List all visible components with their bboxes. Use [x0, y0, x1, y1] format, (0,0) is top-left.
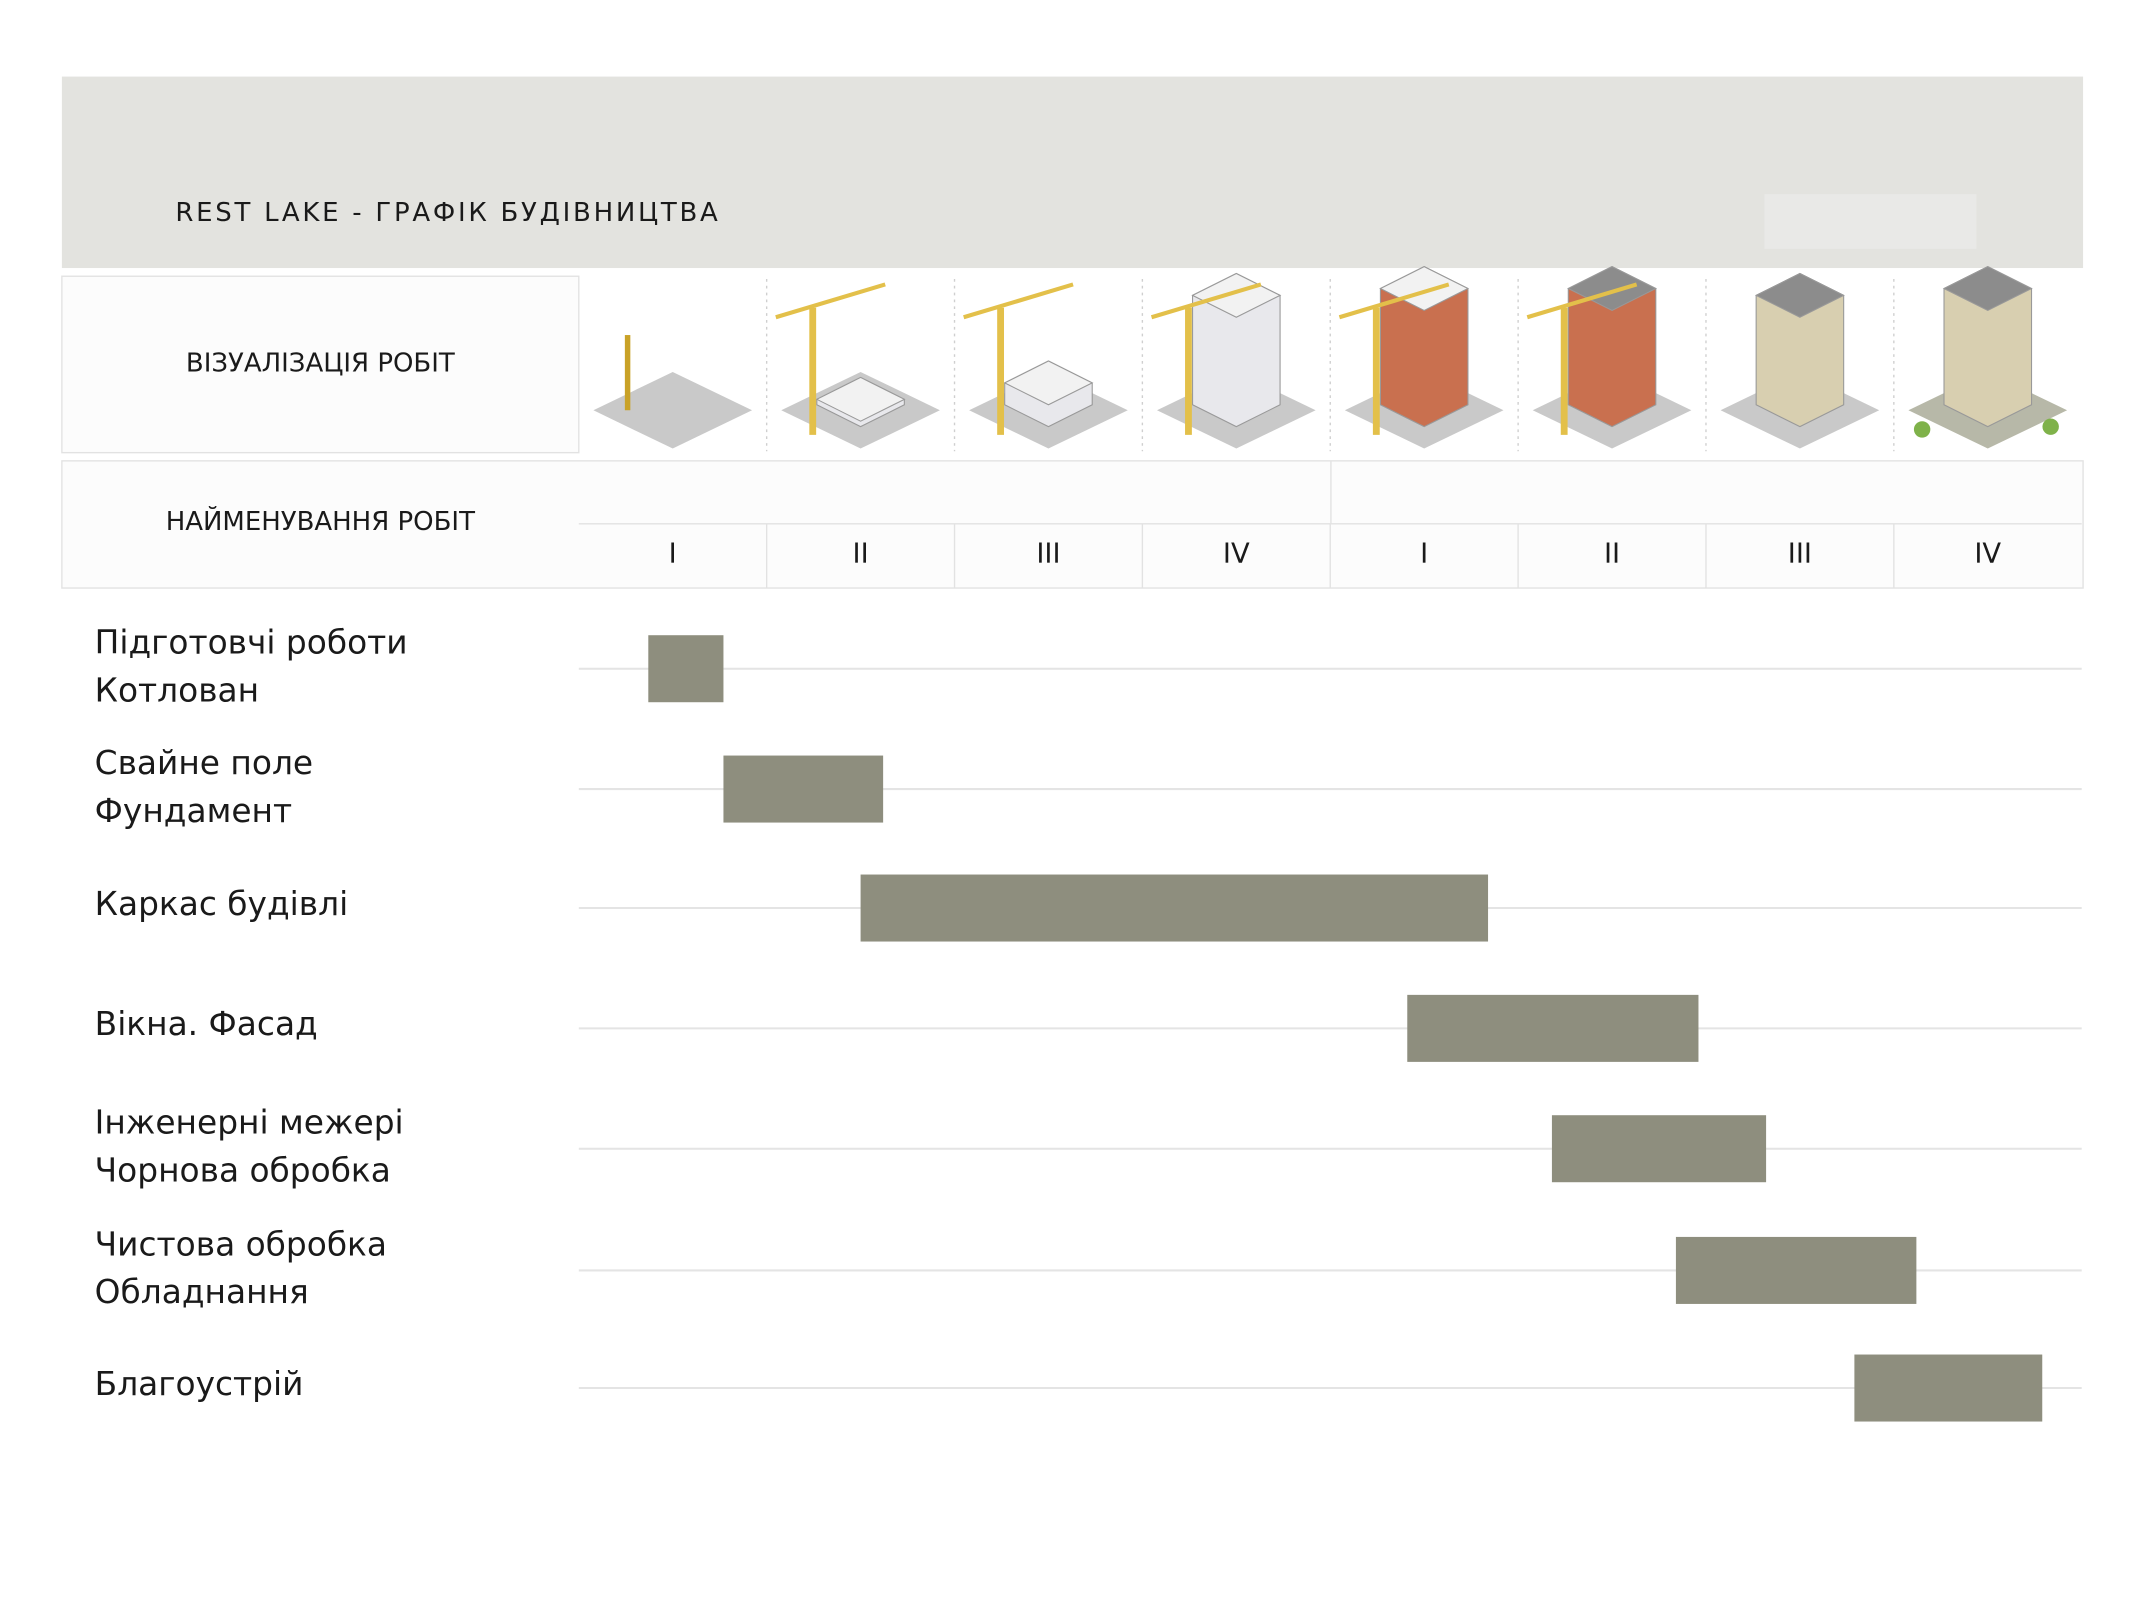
illustrations [593, 266, 2068, 452]
roof [1003, 360, 1094, 406]
ground [593, 371, 753, 449]
roof [1567, 266, 1658, 312]
crane-jib [1338, 282, 1450, 320]
drill-rig [624, 335, 631, 411]
task-label: Чистова обробка [95, 1225, 387, 1263]
task-label: Вікна. Фасад [95, 1005, 318, 1043]
task-label: Свайне поле [95, 744, 313, 782]
visual-header: ВІЗУАЛІЗАЦІЯ РОБІТ [186, 348, 455, 378]
quarter-label: III [1788, 539, 1812, 570]
header-badge [1764, 194, 1977, 249]
crane-jib [1150, 282, 1262, 320]
task-label: Чорнова обробка [95, 1151, 391, 1189]
tree [1913, 421, 1931, 438]
task-bar [1407, 994, 1699, 1062]
chart-title: REST LAKE - ГРАФІК БУДІВНИЦТВА [175, 198, 720, 228]
visual-header-cell [61, 275, 580, 454]
task-bar [648, 635, 724, 703]
crane-jib [775, 282, 886, 320]
quarter-label: I [669, 539, 677, 570]
crane-jib [1526, 282, 1638, 320]
task-bar [860, 874, 1489, 942]
tree [2042, 418, 2059, 435]
quarter-label: IV [1974, 539, 2001, 570]
task-label: Обладнання [95, 1273, 309, 1311]
roof [815, 376, 906, 422]
crane-jib [963, 282, 1074, 320]
quarter-label: I [1420, 539, 1428, 570]
header-band [61, 76, 2084, 269]
task-label: Котлован [95, 671, 259, 709]
task-label: Підготовчі роботи [95, 624, 408, 662]
task-bar [1675, 1236, 1917, 1304]
name-header: НАЙМЕНУВАННЯ РОБІТ [166, 505, 475, 537]
task-label: Фундамент [95, 792, 292, 830]
roof [1942, 266, 2033, 312]
task-bar [723, 755, 884, 823]
task-bar [1551, 1115, 1767, 1183]
task-label: Благоустрій [95, 1365, 304, 1403]
roof [1754, 272, 1845, 318]
quarter-label: III [1036, 539, 1060, 570]
roof [1191, 272, 1282, 318]
task-label: Інженерні межері [95, 1104, 404, 1142]
quarter-label: II [1604, 539, 1620, 570]
quarter-label: IV [1223, 539, 1250, 570]
task-bar [1854, 1354, 2043, 1422]
quarter-label: II [853, 539, 869, 570]
task-label: Каркас будівлі [95, 885, 349, 923]
